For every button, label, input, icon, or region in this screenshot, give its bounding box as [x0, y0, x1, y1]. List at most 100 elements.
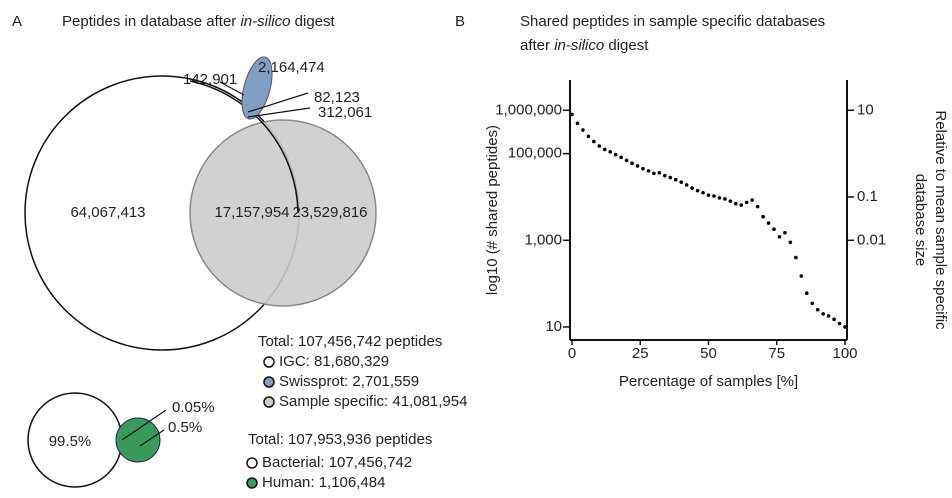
x-tick-label: 75 — [768, 345, 785, 362]
callout — [139, 429, 165, 447]
point — [772, 227, 776, 232]
region-label: 0.05% — [172, 399, 215, 416]
point — [821, 312, 825, 316]
point — [815, 307, 820, 312]
panel-title: Peptides in database after in-silico dig… — [62, 13, 336, 30]
title-part: Peptides in database after — [62, 13, 240, 30]
point — [712, 194, 716, 198]
legend-swatch — [246, 477, 258, 489]
x-axis-label: Percentage of samples [%] — [619, 373, 798, 390]
point — [755, 204, 760, 209]
y-axis-label: log10 (# shared peptides) — [484, 125, 501, 295]
point — [641, 166, 645, 171]
point — [613, 152, 618, 157]
point — [575, 121, 580, 126]
point — [761, 214, 765, 219]
panel-title: after in-silico digest — [520, 37, 649, 54]
legend-label: Human: 1,106,484 — [262, 474, 385, 491]
legend-label: IGC: 81,680,329 — [279, 353, 389, 370]
title-part: in-silico — [240, 13, 290, 30]
y2-tick-label: 0.1 — [857, 188, 878, 205]
point — [701, 190, 705, 195]
point — [739, 203, 744, 207]
legend-swatch — [263, 396, 275, 408]
point — [804, 291, 809, 296]
point — [597, 144, 602, 148]
igc-arc — [189, 80, 299, 214]
point — [734, 201, 738, 206]
point — [783, 230, 787, 235]
point — [619, 155, 623, 160]
region-label: 82,123 — [314, 89, 360, 106]
human-circle — [115, 417, 161, 463]
y-tick-label: 10 — [545, 318, 562, 335]
point — [608, 150, 613, 154]
region-label: 99.5% — [49, 433, 92, 450]
point — [794, 255, 798, 260]
point — [826, 314, 831, 318]
panel-label: A — [12, 13, 22, 30]
sample-circle — [189, 119, 377, 307]
panel-label: B — [455, 13, 465, 30]
point — [777, 235, 782, 239]
x-tick-label: 50 — [700, 345, 717, 362]
point — [592, 139, 596, 144]
callout — [247, 92, 309, 113]
point — [832, 317, 836, 322]
point — [695, 188, 700, 193]
legend-label: Swissprot: 2,701,559 — [279, 373, 419, 390]
region-label: 2,164,474 — [258, 59, 325, 76]
y2-axis-label: Relative to mean sample specific — [932, 110, 949, 330]
region-label: 64,067,413 — [70, 204, 145, 221]
legend-label: Sample specific: 41,081,954 — [279, 393, 467, 410]
title-part: in-silico — [554, 37, 604, 54]
y-tick-label: 1,000 — [524, 231, 562, 248]
point — [728, 199, 733, 203]
y2-tick-label: 0.01 — [857, 231, 886, 248]
point — [706, 193, 711, 197]
point — [635, 164, 640, 168]
x-tick-label: 100 — [832, 345, 857, 362]
point — [624, 158, 629, 163]
title-part: after — [520, 37, 554, 54]
point — [668, 175, 673, 180]
legend-swatch — [246, 457, 258, 469]
point — [717, 196, 722, 200]
point — [684, 183, 689, 187]
point — [646, 169, 651, 173]
title-part: digest — [604, 37, 649, 54]
point — [750, 198, 754, 202]
legend-total: Total: 107,456,742 peptides — [258, 333, 442, 350]
point — [652, 171, 656, 176]
region-label: 0.5% — [168, 419, 202, 436]
point — [723, 197, 727, 201]
title-part: Shared peptides in sample specific datab… — [520, 13, 825, 30]
legend-total: Total: 107,953,936 peptides — [248, 431, 432, 448]
legend-swatch — [263, 356, 275, 368]
region-label: 17,157,954 — [214, 204, 289, 221]
point — [630, 161, 634, 166]
y-tick-label: 1,000,000 — [495, 101, 562, 118]
y-tick-label: 100,000 — [508, 145, 562, 162]
point — [766, 221, 771, 225]
point — [673, 177, 678, 182]
point — [570, 112, 574, 117]
point — [788, 240, 793, 245]
region-label: 142,901 — [183, 71, 237, 88]
x-tick-label: 0 — [568, 345, 576, 362]
y2-axis-label: database size — [912, 174, 929, 267]
panel-title: Shared peptides in sample specific datab… — [520, 13, 825, 30]
point — [581, 128, 585, 132]
x-tick-label: 25 — [632, 345, 649, 362]
point — [843, 325, 847, 329]
callout — [219, 81, 245, 96]
y2-tick-label: 10 — [857, 101, 874, 118]
legend-label: Bacterial: 107,456,742 — [262, 454, 412, 471]
point — [837, 321, 842, 326]
callout — [121, 409, 167, 441]
region-label: 312,061 — [318, 104, 372, 121]
point — [690, 186, 694, 190]
point — [679, 180, 683, 184]
